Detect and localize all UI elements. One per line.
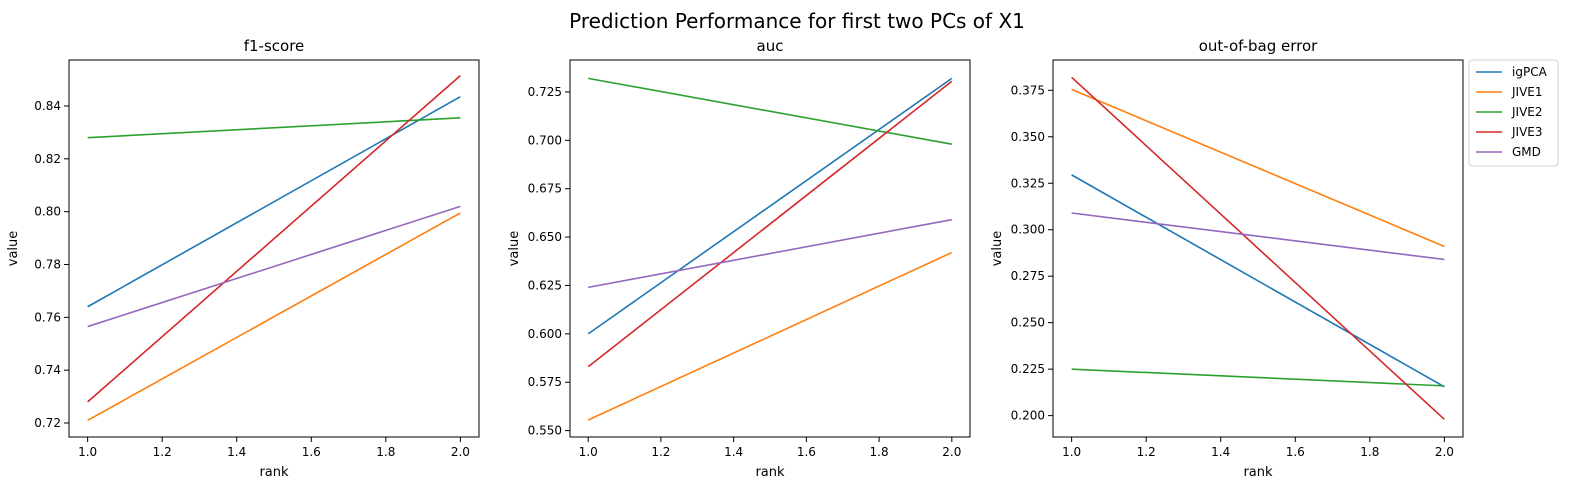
y-tick-label: 0.200 xyxy=(1011,409,1045,423)
x-axis-label: rank xyxy=(259,465,289,480)
series-line-gmd xyxy=(1071,212,1445,261)
y-tick-label: 0.82 xyxy=(34,152,61,166)
legend-entry-jive3: JIVE3 xyxy=(1511,125,1543,139)
panel-title: f1-score xyxy=(244,37,305,55)
y-tick-label: 0.700 xyxy=(528,133,562,147)
x-tick-label: 1.0 xyxy=(1062,445,1081,459)
y-tick-label: 0.575 xyxy=(528,375,562,389)
y-tick-label: 0.275 xyxy=(1011,269,1045,283)
y-tick-label: 0.375 xyxy=(1011,83,1045,97)
panel-1: f1-score 1.0 1.2 1.4 1.6 1.8 2.0 0.72 0.74 0.76 0.… xyxy=(6,37,480,480)
series-line-jive1 xyxy=(587,251,953,421)
x-axis-label: rank xyxy=(755,465,785,480)
x-tick-label: 1.2 xyxy=(1137,445,1156,459)
series-line-gmd xyxy=(588,218,952,289)
x-tick-label: 2.0 xyxy=(451,445,470,459)
panel-2: auc 1.0 1.2 1.4 1.6 1.8 2.0 0.550 0.575 0.600 0.62… xyxy=(507,37,971,480)
x-tick-label: 1.6 xyxy=(302,445,321,459)
series-line-jive2 xyxy=(1071,368,1445,387)
y-tick-label: 0.325 xyxy=(1011,176,1045,190)
series-line-jive3 xyxy=(1071,76,1445,420)
x-axis-label: rank xyxy=(1243,465,1273,480)
x-tick-label: 2.0 xyxy=(942,445,961,459)
legend-entry-igpca: igPCA xyxy=(1512,65,1548,79)
legend-box xyxy=(1468,59,1559,167)
y-tick-label: 0.84 xyxy=(34,99,61,113)
series-line-jive2 xyxy=(87,117,461,139)
x-tick-label: 1.0 xyxy=(579,445,598,459)
x-tick-label: 1.2 xyxy=(153,445,172,459)
series-line-gmd xyxy=(87,205,461,328)
y-tick-label: 0.250 xyxy=(1011,316,1045,330)
x-tick-label: 1.8 xyxy=(870,445,889,459)
y-tick-label: 0.650 xyxy=(528,230,562,244)
y-tick-label: 0.76 xyxy=(34,310,61,324)
x-tick-label: 1.8 xyxy=(376,445,395,459)
y-tick-label: 0.725 xyxy=(528,85,562,99)
x-tick-label: 1.4 xyxy=(1211,445,1230,459)
x-tick-label: 1.6 xyxy=(1286,445,1305,459)
x-tick-label: 1.4 xyxy=(227,445,246,459)
x-tick-label: 1.2 xyxy=(651,445,670,459)
y-axis-label: value xyxy=(6,231,21,267)
panel-3: out-of-bag error 1.0 1.2 1.4 1.6 1.8 2.0 0.200 0… xyxy=(990,37,1464,480)
plot-frame xyxy=(569,59,971,438)
y-tick-label: 0.78 xyxy=(34,257,61,271)
plot-frame xyxy=(1052,59,1464,438)
panel-title: auc xyxy=(757,37,784,55)
x-tick-label: 2.0 xyxy=(1435,445,1454,459)
legend: igPCA JIVE1 JIVE2 JIVE3 GMD xyxy=(1468,59,1559,167)
series-line-igpca xyxy=(587,77,953,335)
legend-entry-jive1: JIVE1 xyxy=(1511,85,1543,99)
series-line-igpca xyxy=(1071,174,1445,388)
y-axis-label: value xyxy=(507,231,522,267)
plot-frame xyxy=(68,59,480,438)
y-tick-label: 0.74 xyxy=(34,363,61,377)
y-tick-label: 0.72 xyxy=(34,416,61,430)
y-tick-label: 0.675 xyxy=(528,182,562,196)
x-tick-label: 1.8 xyxy=(1360,445,1379,459)
x-tick-label: 1.4 xyxy=(724,445,743,459)
y-tick-label: 0.350 xyxy=(1011,130,1045,144)
panel-title: out-of-bag error xyxy=(1199,37,1318,55)
y-tick-label: 0.300 xyxy=(1011,223,1045,237)
y-tick-label: 0.600 xyxy=(528,327,562,341)
y-tick-label: 0.80 xyxy=(34,205,61,219)
series-line-igpca xyxy=(87,96,461,308)
y-tick-label: 0.225 xyxy=(1011,362,1045,376)
figure-title: Prediction Performance for first two PCs… xyxy=(569,9,1025,33)
x-tick-label: 1.0 xyxy=(78,445,97,459)
legend-entry-jive2: JIVE2 xyxy=(1511,105,1543,119)
y-tick-label: 0.625 xyxy=(528,278,562,292)
series-line-jive2 xyxy=(588,77,952,145)
series-line-jive3 xyxy=(587,80,953,368)
series-line-jive1 xyxy=(87,212,461,422)
series-line-jive3 xyxy=(87,74,461,403)
legend-entry-gmd: GMD xyxy=(1512,145,1541,159)
series-line-jive1 xyxy=(1071,88,1445,248)
x-tick-label: 1.6 xyxy=(797,445,816,459)
y-tick-label: 0.550 xyxy=(528,424,562,438)
y-axis-label: value xyxy=(990,231,1005,267)
